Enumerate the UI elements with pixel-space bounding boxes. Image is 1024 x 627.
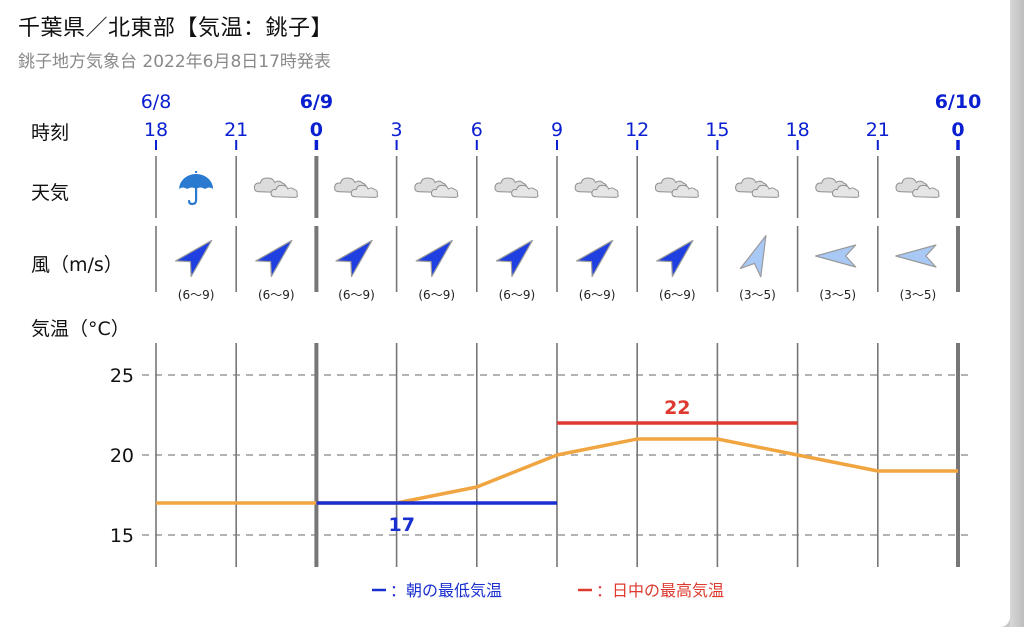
cloud-front (511, 184, 539, 198)
wind-arrow-shape (495, 239, 534, 278)
wind-speed-range: (3〜5) (739, 288, 776, 302)
temperature-line (156, 437, 958, 505)
umbrella-handle (188, 187, 198, 206)
wind-speed-range: (6〜9) (178, 288, 215, 302)
cloud-front (350, 184, 379, 198)
cloud-front (831, 184, 860, 198)
wind-arrow-shape (174, 239, 213, 278)
hour-label: 0 (951, 119, 964, 141)
wind-speed-range: (6〜9) (258, 288, 295, 302)
y-tick-label: 25 (110, 365, 134, 387)
wind-arrow-icon (495, 239, 534, 278)
wind-speed-range: (6〜9) (579, 288, 616, 302)
cloud-front (430, 184, 459, 198)
page-title: 千葉県／北東部【気温：銚子】 (18, 16, 334, 41)
wind-arrow-shape (415, 239, 453, 278)
wind-arrow-icon (739, 235, 767, 278)
legend-min-label: ：朝の最低気温 (390, 581, 502, 600)
wind-arrow-icon (255, 239, 293, 278)
hour-label: 15 (705, 119, 729, 141)
wind-arrow-icon (895, 244, 937, 268)
y-tick-label: 20 (110, 445, 134, 467)
wind-arrow-icon (656, 239, 694, 278)
cloud-icon (654, 177, 699, 198)
wind-speed-range: (6〜9) (659, 288, 696, 302)
hour-label: 21 (224, 119, 248, 141)
legend-max-label: ：日中の最高気温 (596, 581, 724, 600)
hour-label: 18 (786, 119, 810, 141)
cloud-front (751, 184, 780, 198)
issued-by-subtitle: 銚子地方気象台 2022年6月8日17時発表 (18, 52, 331, 72)
cloud-icon (735, 177, 780, 198)
wind-arrow-shape (255, 239, 293, 278)
row-label-weather: 天気 (31, 182, 70, 204)
cloud-icon (574, 177, 619, 198)
cloud-front (270, 184, 298, 198)
wind-arrow-icon (815, 244, 857, 268)
umbrella-canopy (179, 174, 214, 189)
cloud-front (671, 184, 699, 198)
wind-arrow-icon (575, 239, 614, 278)
hour-label: 9 (551, 119, 563, 141)
wind-speed-range: (6〜9) (499, 288, 536, 302)
wind-arrow-icon (174, 239, 213, 278)
date-label: 6/9 (300, 91, 333, 113)
max-temp-label: 22 (664, 397, 690, 419)
hour-label: 3 (391, 119, 403, 141)
hour-label: 12 (625, 119, 649, 141)
min-temp-label: 17 (388, 514, 414, 536)
row-label-time: 時刻 (31, 122, 70, 144)
wind-arrow-shape (656, 239, 694, 278)
hour-label: 6 (471, 119, 483, 141)
cloud-front (912, 184, 940, 198)
umbrella-icon (179, 171, 214, 206)
wind-speed-range: (6〜9) (418, 288, 455, 302)
wind-arrow-icon (335, 239, 373, 278)
wind-arrow-shape (575, 239, 614, 278)
row-label-temp: 気温（°C） (31, 318, 130, 340)
hour-label: 18 (144, 119, 168, 141)
wind-arrow-shape (335, 239, 373, 278)
hour-label: 21 (866, 119, 890, 141)
y-tick-label: 15 (110, 525, 134, 547)
cloud-front (591, 184, 619, 198)
window-edge (1010, 0, 1024, 627)
cloud-icon (494, 177, 539, 198)
cloud-icon (253, 177, 298, 198)
wind-speed-range: (3〜5) (819, 288, 856, 302)
date-label: 6/10 (935, 91, 982, 113)
hour-label: 0 (310, 119, 323, 141)
wind-speed-range: (3〜5) (900, 288, 937, 302)
date-label: 6/8 (141, 91, 172, 113)
wind-arrow-icon (415, 239, 453, 278)
cloud-icon (414, 177, 459, 198)
cloud-icon (334, 177, 379, 198)
row-label-wind: 風（m/s） (31, 254, 123, 276)
wind-arrow-shape (739, 235, 767, 278)
wind-arrow-shape (815, 244, 857, 268)
cloud-icon (895, 177, 940, 198)
wind-speed-range: (6〜9) (338, 288, 375, 302)
wind-arrow-shape (895, 244, 937, 268)
cloud-icon (815, 177, 860, 198)
